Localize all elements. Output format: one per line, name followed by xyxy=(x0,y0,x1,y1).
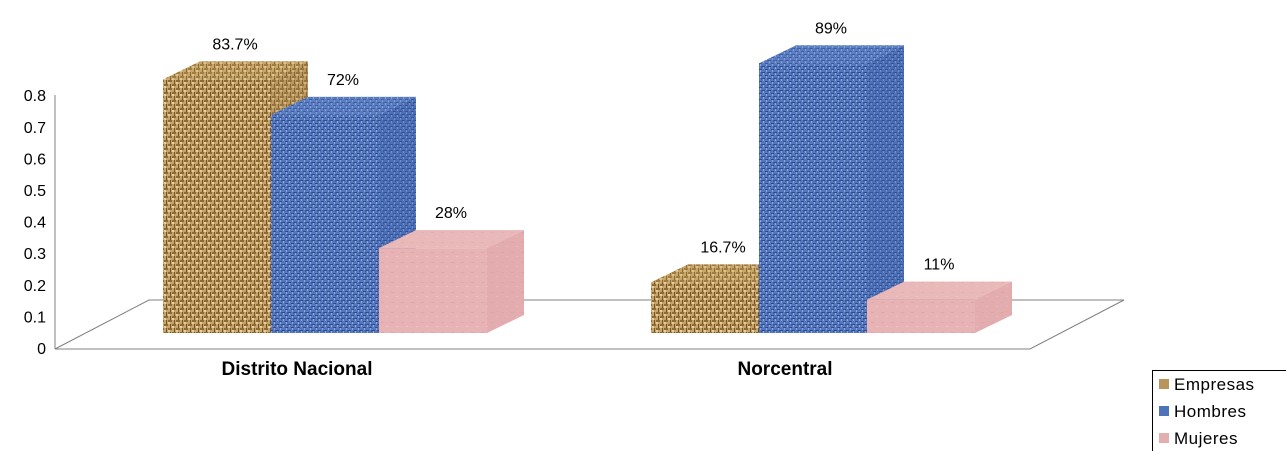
bar-top-shade xyxy=(163,61,308,80)
category-label-distrito-nacional: Distrito Nacional xyxy=(222,359,373,380)
bar-side-face xyxy=(867,45,904,333)
legend-label-hombres: Hombres xyxy=(1174,402,1247,421)
bar-hombres-norcentral xyxy=(759,45,904,334)
legend-item-mujeres: Mujeres xyxy=(1159,429,1238,449)
data-label-empresas-norcentral: 16.7% xyxy=(700,239,745,256)
bar-front-face xyxy=(163,79,271,333)
legend-swatch-hombres xyxy=(1159,406,1169,416)
bar-front-face xyxy=(379,248,487,333)
legend-item-hombres: Hombres xyxy=(1159,402,1246,422)
bar-front-face xyxy=(759,63,867,334)
data-label-hombres-distrito-nacional: 72% xyxy=(327,72,359,89)
legend-label-empresas: Empresas xyxy=(1174,375,1255,394)
bar-top-shade xyxy=(271,96,416,115)
bar-side-face xyxy=(975,281,1012,333)
bar-top-shade xyxy=(759,45,904,64)
y-tick-label: 0.5 xyxy=(24,183,46,200)
chart-floor xyxy=(54,299,1125,350)
y-tick-label: 0.1 xyxy=(24,309,46,326)
y-tick-label: 0.7 xyxy=(24,120,46,137)
bar-top-face xyxy=(379,230,524,249)
bar-front-face xyxy=(651,282,759,333)
category-label-norcentral: Norcentral xyxy=(737,359,832,380)
y-tick-label: 0 xyxy=(37,341,46,358)
bar-mujeres-distrito-nacional xyxy=(379,230,524,333)
bar-top-face xyxy=(759,45,904,64)
bar-mujeres-norcentral xyxy=(867,281,1012,333)
bar-top-face xyxy=(271,96,416,115)
y-tick-label: 0.2 xyxy=(24,278,46,295)
category-labels: Distrito Nacional Norcentral xyxy=(222,359,833,380)
bar-side-shade xyxy=(867,45,904,333)
data-label-hombres-norcentral: 89% xyxy=(815,20,847,37)
legend-swatch-empresas xyxy=(1159,379,1169,389)
data-label-mujeres-norcentral: 11% xyxy=(924,257,955,274)
bar-side-shade xyxy=(975,281,1012,333)
data-label-empresas-distrito-nacional: 83.7% xyxy=(212,36,257,53)
bar-side-face xyxy=(487,230,524,333)
floor-outline xyxy=(54,299,1125,350)
data-labels: 83.7% 72% 28% 16.7% 89% 11% xyxy=(212,20,954,273)
bar-top-shade xyxy=(379,230,524,249)
y-tick-label: 0.6 xyxy=(24,151,46,168)
y-tick-label: 0.8 xyxy=(24,88,46,105)
bar-front-face xyxy=(271,114,379,333)
bar-front-face xyxy=(867,299,975,333)
legend: Empresas Hombres Mujeres xyxy=(1152,370,1286,451)
bar-side-shade xyxy=(487,230,524,333)
legend-label-mujeres: Mujeres xyxy=(1174,429,1238,448)
data-label-mujeres-distrito-nacional: 28% xyxy=(435,205,467,222)
y-tick-label: 0.3 xyxy=(24,246,46,263)
y-tick-label: 0.4 xyxy=(24,215,46,232)
legend-item-empresas: Empresas xyxy=(1159,375,1255,395)
y-axis: 0 0.1 0.2 0.3 0.4 0.5 0.6 0.7 0.8 xyxy=(24,88,56,358)
bar-top-face xyxy=(163,61,308,80)
legend-swatch-mujeres xyxy=(1159,433,1169,443)
bar-top-face xyxy=(867,281,1012,300)
bar-top-shade xyxy=(867,281,1012,300)
bars xyxy=(163,45,1012,334)
